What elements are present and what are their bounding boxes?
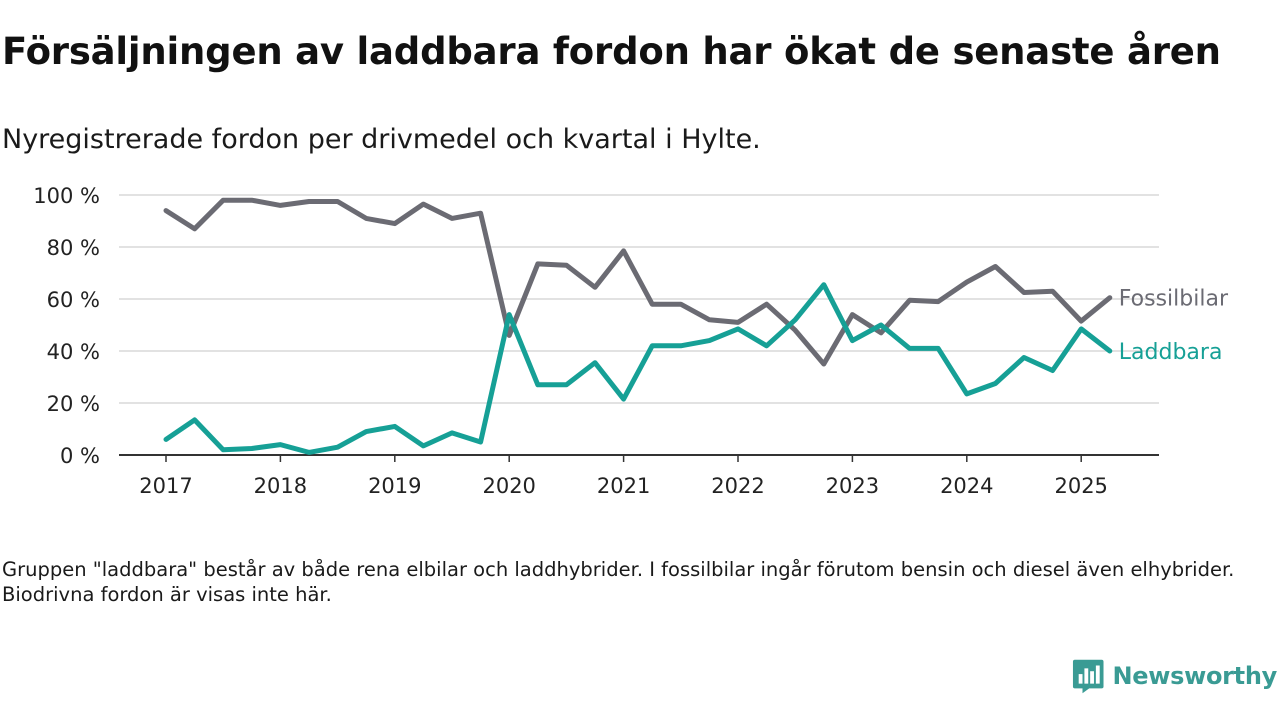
x-tick-label: 2024 bbox=[940, 474, 993, 498]
series-line-laddbara bbox=[163, 282, 1113, 455]
x-tick-label: 2025 bbox=[1054, 474, 1107, 498]
series-label-laddbara: Laddbara bbox=[1119, 340, 1223, 365]
x-axis: 2017 2018 2019 2020 2021 2022 2023 2024 2025 bbox=[119, 454, 1159, 498]
y-tick-label: 100 % bbox=[33, 184, 100, 208]
x-tick-label: 2023 bbox=[826, 474, 879, 498]
brand-name: Newsworthy bbox=[1112, 662, 1277, 690]
series-lines bbox=[163, 197, 1113, 455]
chart-subtitle: Nyregistrerade fordon per drivmedel och … bbox=[2, 124, 761, 155]
y-tick-label: 20 % bbox=[47, 392, 100, 416]
y-tick-label: 0 % bbox=[60, 444, 100, 468]
chart-title: Försäljningen av laddbara fordon har öka… bbox=[2, 30, 1221, 73]
series-label-fossil: Fossilbilar bbox=[1119, 287, 1229, 312]
newsworthy-brand[interactable]: Newsworthy bbox=[1072, 656, 1277, 696]
y-tick-label: 40 % bbox=[47, 340, 100, 364]
x-tick-label: 2019 bbox=[368, 474, 421, 498]
series-labels: Fossilbilar Laddbara bbox=[1119, 287, 1229, 365]
y-tick-label: 80 % bbox=[47, 236, 100, 260]
x-tick-label: 2020 bbox=[482, 474, 535, 498]
line-chart: 0 % 20 % 40 % 60 % 80 % 100 % 2017 2018 2019 202… bbox=[33, 184, 1229, 498]
x-tick-label: 2022 bbox=[711, 474, 764, 498]
newsworthy-logo-icon bbox=[1072, 659, 1104, 694]
footnote: Gruppen "laddbara" består av både rena e… bbox=[2, 558, 1235, 606]
x-tick-label: 2021 bbox=[597, 474, 650, 498]
y-axis-ticks: 0 % 20 % 40 % 60 % 80 % 100 % bbox=[33, 184, 100, 468]
x-tick-label: 2017 bbox=[139, 474, 192, 498]
x-tick-label: 2018 bbox=[254, 474, 307, 498]
y-tick-label: 60 % bbox=[47, 288, 100, 312]
gridlines bbox=[119, 194, 1159, 404]
series-line-fossil bbox=[163, 197, 1113, 367]
